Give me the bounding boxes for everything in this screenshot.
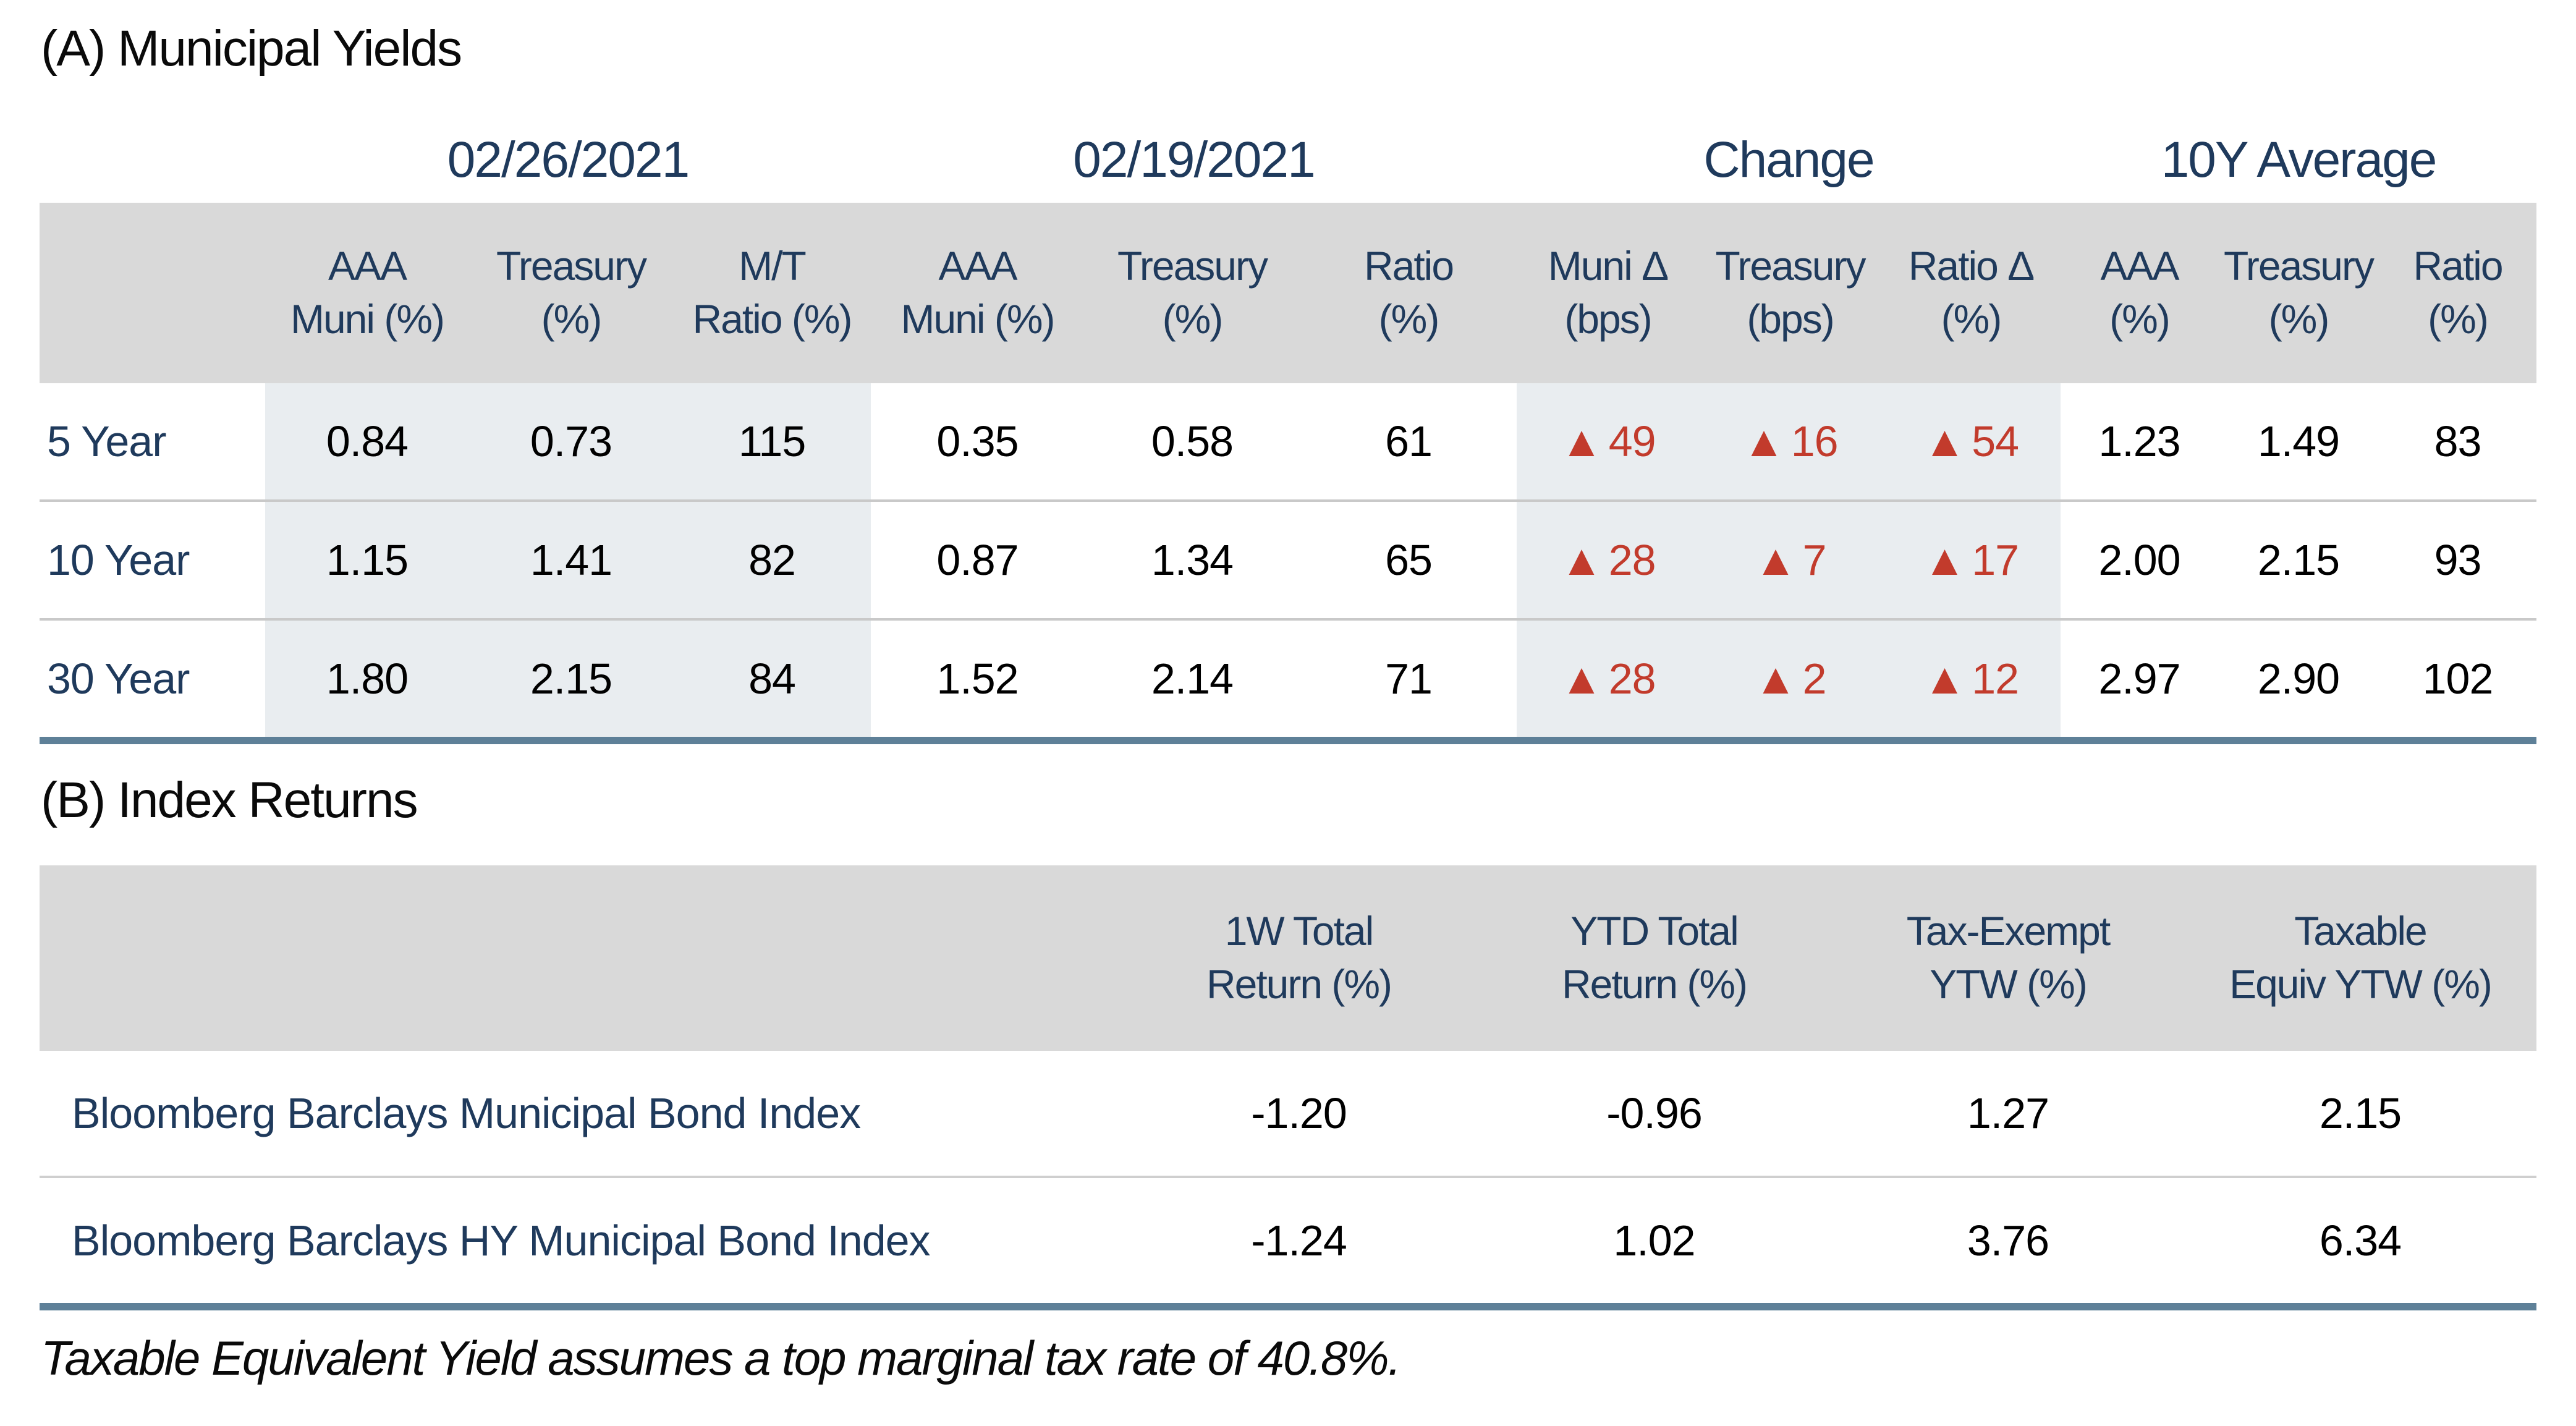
cell-1w-total-return: -1.20 — [1251, 1089, 1347, 1137]
column-header-0219-treasury: Treasury (%) — [1117, 243, 1268, 342]
index-returns-table: 1W Total Return (%) YTD Total Return (%) T… — [40, 865, 2536, 1310]
column-header-10y-treasury: Treasury (%) — [2224, 243, 2375, 342]
cell-10y-ratio: 93 — [2434, 536, 2482, 584]
cell-ytd-total-return: 1.02 — [1613, 1216, 1695, 1265]
cell-0226-treasury: 1.41 — [469, 502, 673, 618]
cell-0219-aaa-muni: 0.35 — [936, 417, 1019, 465]
cell-10y-ratio: 102 — [2422, 655, 2494, 703]
column-group-row: 02/26/2021 02/19/2021 Change 10Y Average — [40, 117, 2536, 203]
row-label: 10 Year — [47, 536, 190, 584]
cell-0226-aaa-muni: 0.84 — [265, 383, 469, 499]
column-header-0226-aaa-muni: AAA Muni (%) — [290, 243, 445, 342]
column-header-10y-ratio: Ratio (%) — [2413, 243, 2503, 342]
column-header-change-ratio: Ratio Δ (%) — [1908, 243, 2035, 342]
cell-1w-total-return: -1.24 — [1251, 1216, 1347, 1265]
up-triangle-icon: ▲ — [1742, 417, 1785, 465]
table-row-30-year: 30 Year 1.80 2.15 84 1.52 2.14 71 ▲ 28 ▲ 2… — [40, 618, 2536, 737]
cell-0226-treasury: 2.15 — [469, 621, 673, 737]
cell-change-muni: ▲ 28 — [1517, 502, 1699, 618]
cell-0226-mt-ratio: 82 — [673, 502, 871, 618]
cell-change-treasury: ▲ 2 — [1699, 621, 1881, 737]
table-row-10-year: 10 Year 1.15 1.41 82 0.87 1.34 65 ▲ 28 ▲ 7… — [40, 499, 2536, 618]
cell-10y-treasury: 1.49 — [2257, 417, 2340, 465]
cell-0226-mt-ratio: 84 — [673, 621, 871, 737]
column-group-header-0226: 02/26/2021 — [447, 132, 690, 188]
cell-0219-treasury: 0.58 — [1151, 417, 1234, 465]
cell-change-treasury: ▲ 7 — [1699, 502, 1881, 618]
table-row-hy-muni-bond-index: Bloomberg Barclays HY Municipal Bond Ind… — [40, 1176, 2536, 1303]
municipal-yields-table: 02/26/2021 02/19/2021 Change 10Y Average… — [40, 117, 2536, 744]
column-header-row: AAA Muni (%) Treasury (%) M/T Ratio (%) AAA… — [40, 203, 2536, 383]
cell-change-ratio: ▲ 17 — [1881, 502, 2061, 618]
column-header-change-treasury: Treasury (bps) — [1715, 243, 1866, 342]
cell-change-treasury: ▲ 16 — [1699, 383, 1881, 499]
cell-change-ratio: ▲ 54 — [1881, 383, 2061, 499]
table-row-muni-bond-index: Bloomberg Barclays Municipal Bond Index … — [40, 1051, 2536, 1176]
footnote: Taxable Equivalent Yield assumes a top m… — [41, 1331, 1401, 1385]
cell-10y-aaa: 2.00 — [2098, 536, 2180, 584]
column-header-0219-ratio: Ratio (%) — [1363, 243, 1454, 342]
column-group-header-0219: 02/19/2021 — [1073, 132, 1315, 188]
row-label: Bloomberg Barclays HY Municipal Bond Ind… — [72, 1216, 931, 1265]
column-header-10y-aaa: AAA (%) — [2100, 243, 2179, 342]
cell-0226-treasury: 0.73 — [469, 383, 673, 499]
column-header-taxable-equiv-ytw: Taxable Equiv YTW (%) — [2229, 908, 2493, 1007]
cell-0219-ratio: 71 — [1385, 655, 1433, 703]
cell-0219-aaa-muni: 1.52 — [936, 655, 1019, 703]
cell-taxable-equiv-ytw: 6.34 — [2319, 1216, 2402, 1265]
up-triangle-icon: ▲ — [1754, 655, 1797, 703]
column-group-spacer — [40, 117, 265, 203]
table-row-5-year: 5 Year 0.84 0.73 115 0.35 0.58 61 ▲ 49 ▲ 1… — [40, 383, 2536, 499]
up-triangle-icon: ▲ — [1560, 536, 1603, 584]
column-header-tax-exempt-ytw: Tax-Exempt YTW (%) — [1906, 908, 2111, 1007]
cell-0219-ratio: 61 — [1385, 417, 1433, 465]
cell-0219-aaa-muni: 0.87 — [936, 536, 1019, 584]
cell-10y-aaa: 2.97 — [2098, 655, 2180, 703]
up-triangle-icon: ▲ — [1754, 536, 1797, 584]
cell-0219-ratio: 65 — [1385, 536, 1433, 584]
column-group-header-10y-average: 10Y Average — [2161, 132, 2438, 188]
column-header-0219-aaa-muni: AAA Muni (%) — [900, 243, 1055, 342]
column-header-spacer — [40, 865, 1121, 1051]
cell-tax-exempt-ytw: 3.76 — [1967, 1216, 2049, 1265]
cell-10y-aaa: 1.23 — [2098, 417, 2180, 465]
cell-0219-treasury: 2.14 — [1151, 655, 1234, 703]
cell-10y-treasury: 2.90 — [2257, 655, 2340, 703]
row-label: 30 Year — [47, 655, 190, 703]
section-b-title: (B) Index Returns — [41, 772, 418, 828]
cell-0219-treasury: 1.34 — [1151, 536, 1234, 584]
column-header-1w-total-return: 1W Total Return (%) — [1206, 908, 1392, 1007]
cell-10y-treasury: 2.15 — [2257, 536, 2340, 584]
up-triangle-icon: ▲ — [1560, 417, 1603, 465]
up-triangle-icon: ▲ — [1923, 536, 1966, 584]
column-header-0226-treasury: Treasury (%) — [496, 243, 647, 342]
column-group-header-change: Change — [1703, 132, 1875, 188]
row-label: Bloomberg Barclays Municipal Bond Index — [72, 1089, 861, 1137]
up-triangle-icon: ▲ — [1923, 655, 1966, 703]
up-triangle-icon: ▲ — [1923, 417, 1966, 465]
cell-0226-aaa-muni: 1.15 — [265, 502, 469, 618]
cell-0226-mt-ratio: 115 — [673, 383, 871, 499]
column-header-change-muni: Muni Δ (bps) — [1548, 243, 1669, 342]
up-triangle-icon: ▲ — [1560, 655, 1603, 703]
cell-ytd-total-return: -0.96 — [1606, 1089, 1703, 1137]
cell-change-ratio: ▲ 12 — [1881, 621, 2061, 737]
section-a-title: (A) Municipal Yields — [41, 20, 462, 77]
cell-tax-exempt-ytw: 1.27 — [1967, 1089, 2049, 1137]
cell-10y-ratio: 83 — [2434, 417, 2482, 465]
column-header-0226-mt-ratio: M/T Ratio (%) — [692, 243, 852, 342]
column-header-ytd-total-return: YTD Total Return (%) — [1561, 908, 1748, 1007]
column-header-spacer — [40, 203, 265, 383]
cell-change-muni: ▲ 49 — [1517, 383, 1699, 499]
cell-taxable-equiv-ytw: 2.15 — [2319, 1089, 2402, 1137]
cell-0226-aaa-muni: 1.80 — [265, 621, 469, 737]
cell-change-muni: ▲ 28 — [1517, 621, 1699, 737]
row-label: 5 Year — [47, 417, 167, 465]
column-header-row: 1W Total Return (%) YTD Total Return (%) T… — [40, 865, 2536, 1051]
